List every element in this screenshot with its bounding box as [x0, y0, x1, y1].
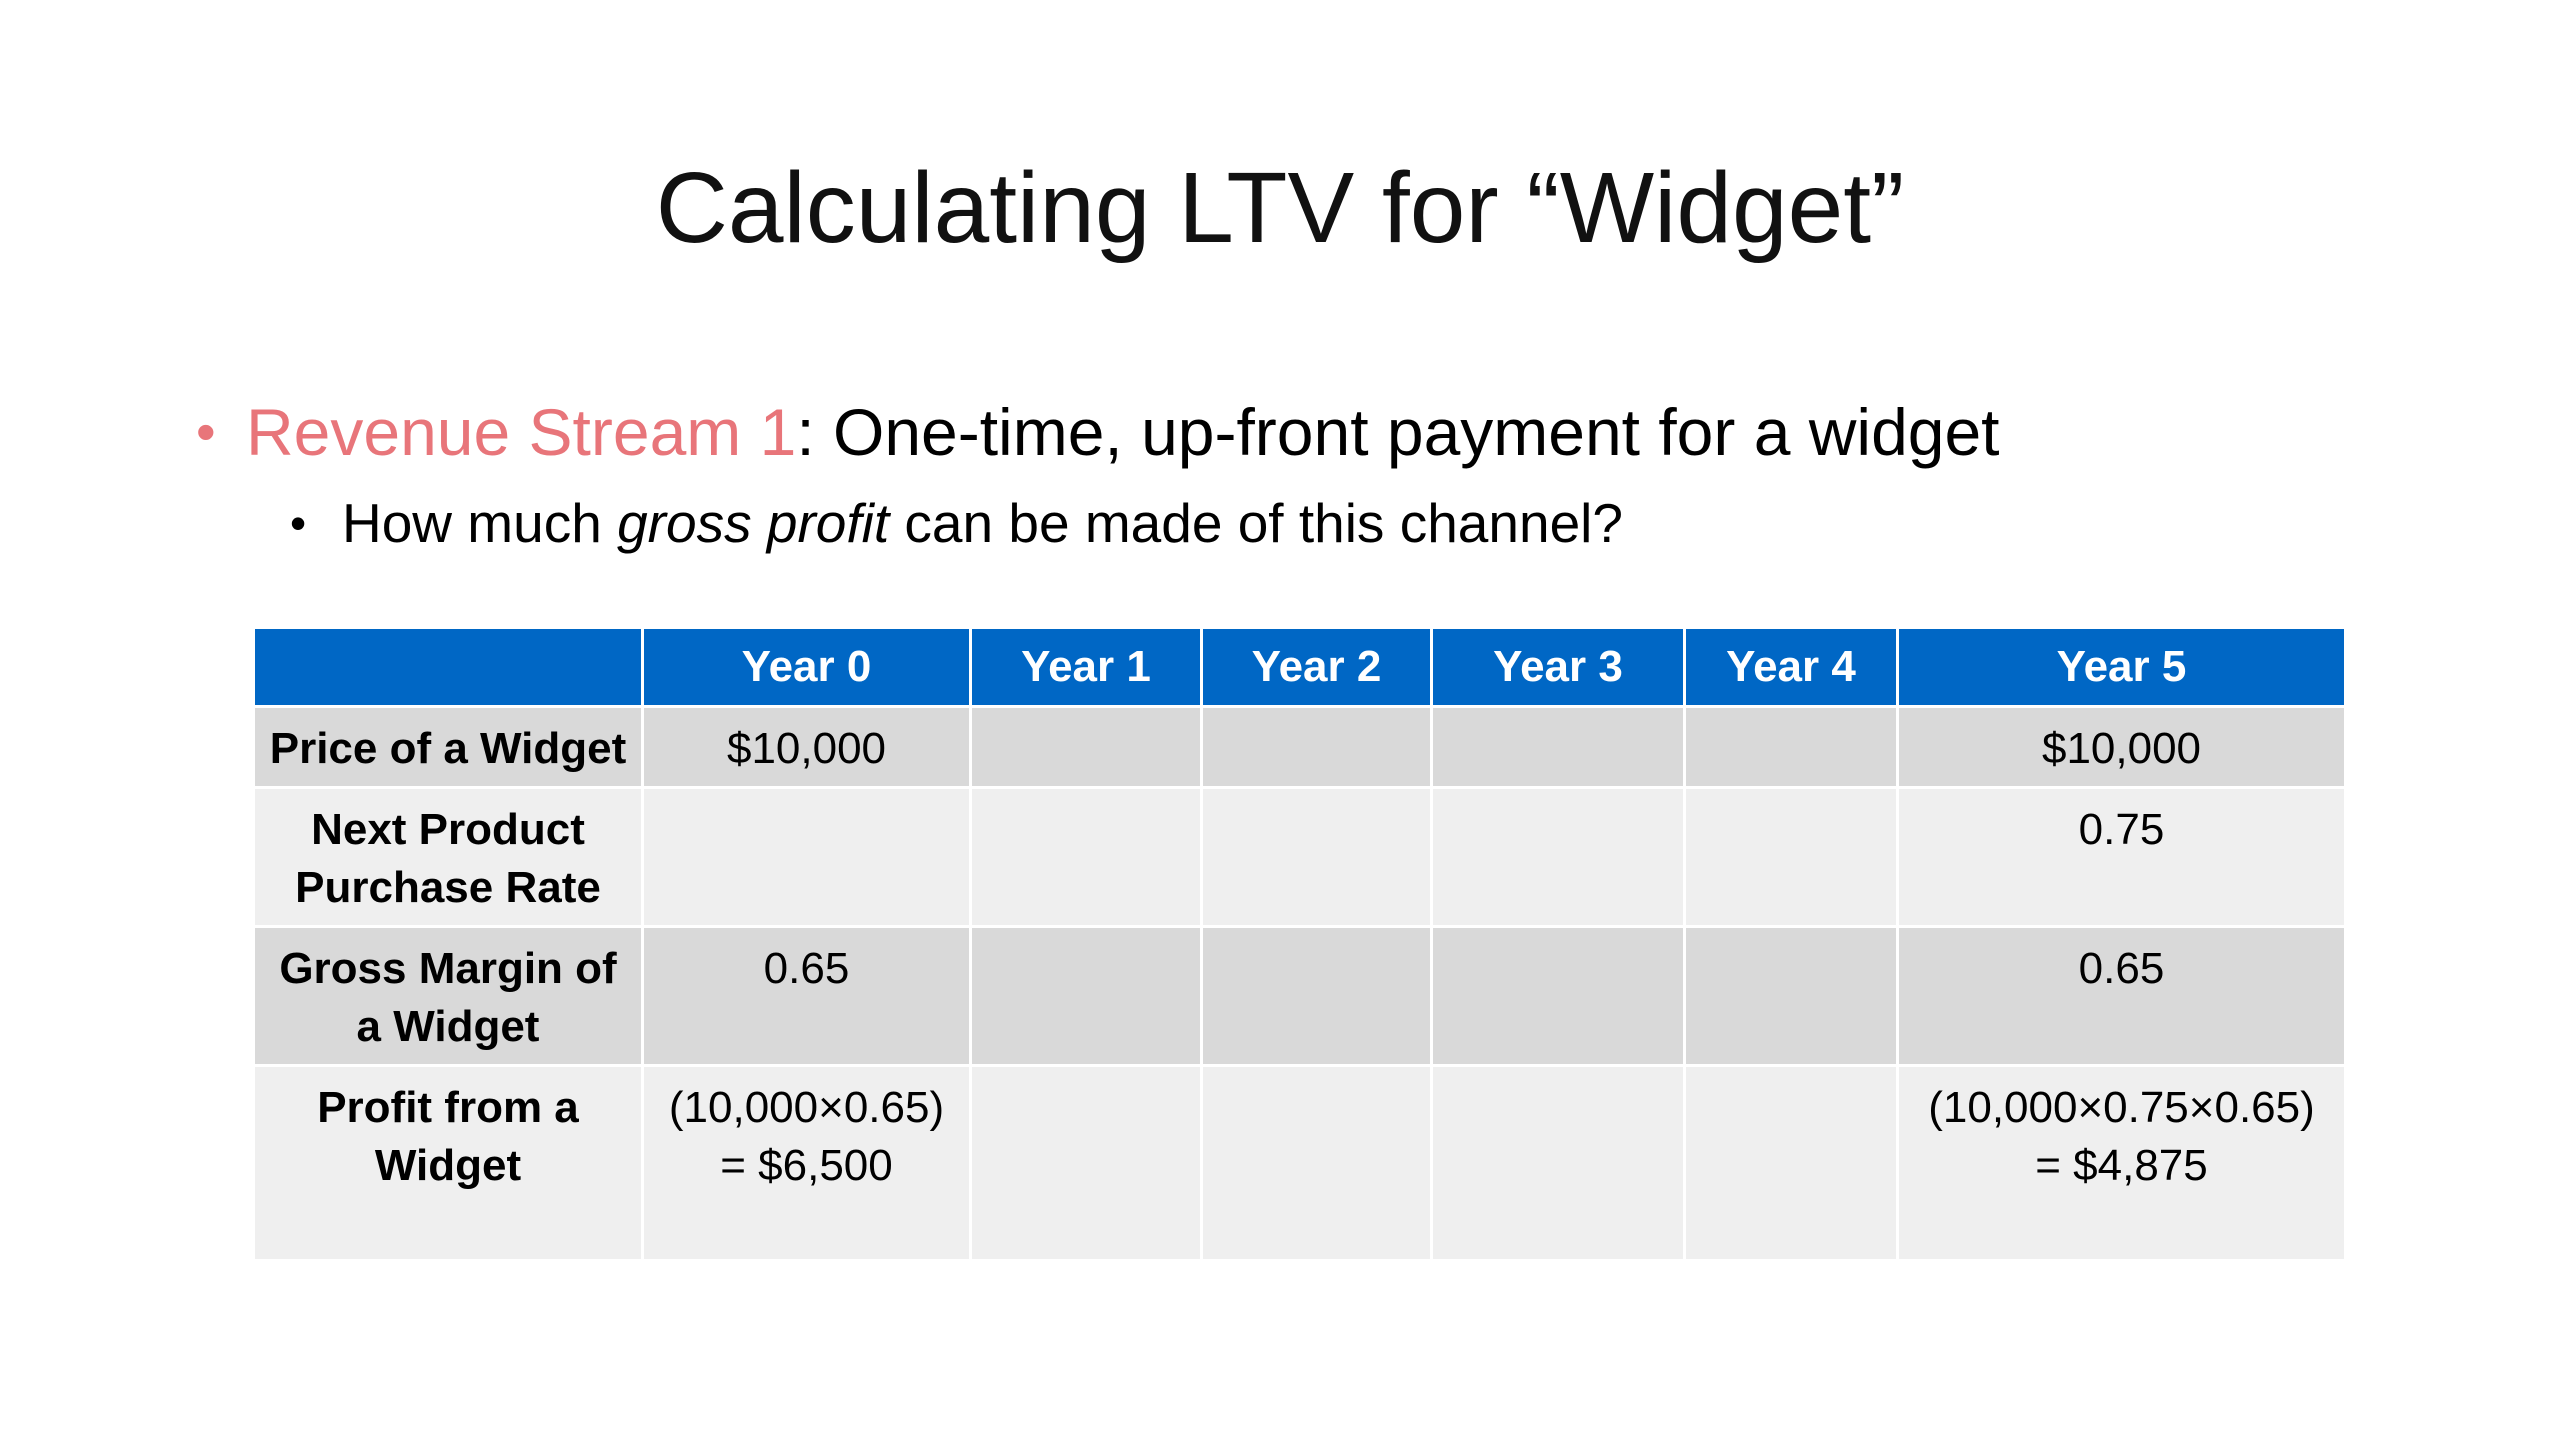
question-emphasis: gross profit [617, 492, 890, 554]
sub-bullet-text: How much gross profit can be made of thi… [342, 492, 1623, 554]
row-label-price: Price of a Widget [252, 705, 644, 789]
revenue-stream-highlight: Revenue Stream 1 [246, 395, 797, 469]
question-part-1: How much [342, 492, 618, 554]
ltv-table: Year 0 Year 1 Year 2 Year 3 Year 4 Year … [252, 626, 2347, 1262]
header-cell-year-5: Year 5 [1896, 626, 2347, 708]
table-cell [1200, 925, 1433, 1067]
table-cell: (10,000×0.75×0.65) = $4,875 [1896, 1064, 2347, 1262]
row-label-line: Next Product [311, 805, 585, 854]
table-cell: 0.65 [641, 925, 972, 1067]
cell-formula: (10,000×0.75×0.65) [1928, 1083, 2315, 1132]
table-cell [1683, 705, 1899, 789]
table-cell [1430, 1064, 1686, 1262]
table-cell [1430, 786, 1686, 928]
cell-result: = $4,875 [2035, 1141, 2208, 1190]
header-cell-year-0: Year 0 [641, 626, 972, 708]
header-cell-year-1: Year 1 [969, 626, 1203, 708]
row-label-line: Price of a Widget [269, 724, 627, 773]
bullet-dot-icon: • [196, 400, 216, 463]
table-cell: $10,000 [641, 705, 972, 789]
table-cell [1200, 705, 1433, 789]
table-cell: (10,000×0.65) = $6,500 [641, 1064, 972, 1262]
cell-value: 0.65 [763, 944, 850, 993]
row-label-profit: Profit from a Widget [252, 1064, 644, 1262]
cell-value: 0.75 [2078, 805, 2165, 854]
table-cell: $10,000 [1896, 705, 2347, 789]
table-cell [1430, 705, 1686, 789]
table-cell [969, 925, 1203, 1067]
row-label-line: a Widget [356, 1002, 540, 1051]
table-cell [969, 1064, 1203, 1262]
header-cell-year-3: Year 3 [1430, 626, 1686, 708]
slide-title: Calculating LTV for “Widget” [655, 152, 1905, 264]
cell-value: 0.65 [2078, 944, 2165, 993]
cell-result: = $6,500 [720, 1141, 893, 1190]
row-label-line: Purchase Rate [295, 863, 601, 912]
table-cell: 0.65 [1896, 925, 2347, 1067]
bullet-text: Revenue Stream 1: One-time, up-front pay… [246, 395, 2000, 469]
table-row: Profit from a Widget (10,000×0.65) = $6,… [252, 1064, 2347, 1262]
row-label-line: Widget [374, 1141, 522, 1190]
table-row: Next Product Purchase Rate 0.75 [252, 786, 2347, 928]
table-cell [1200, 1064, 1433, 1262]
header-cell-year-4: Year 4 [1683, 626, 1899, 708]
table-cell [969, 705, 1203, 789]
table-cell [1200, 786, 1433, 928]
bullet-gross-profit-question: • How much gross profit can be made of t… [290, 490, 1623, 556]
row-label-line: Profit from a [317, 1083, 579, 1132]
bullet-revenue-stream: • Revenue Stream 1: One-time, up-front p… [196, 392, 2000, 472]
table-row: Gross Margin of a Widget 0.65 0.65 [252, 925, 2347, 1067]
table-cell [1683, 1064, 1899, 1262]
row-label-gross-margin: Gross Margin of a Widget [252, 925, 644, 1067]
cell-value: $10,000 [2041, 724, 2202, 773]
sub-bullet-dot-icon: • [290, 497, 307, 549]
table-header-row: Year 0 Year 1 Year 2 Year 3 Year 4 Year … [252, 626, 2347, 708]
table-cell [1683, 786, 1899, 928]
table-cell [1430, 925, 1686, 1067]
question-part-2: can be made of this channel? [889, 492, 1623, 554]
table-cell: 0.75 [1896, 786, 2347, 928]
header-cell-blank [252, 626, 644, 708]
row-label-purchase-rate: Next Product Purchase Rate [252, 786, 644, 928]
table-cell [641, 786, 972, 928]
cell-value: $10,000 [726, 724, 887, 773]
header-cell-year-2: Year 2 [1200, 626, 1433, 708]
table-cell [1683, 925, 1899, 1067]
cell-formula: (10,000×0.65) [668, 1083, 945, 1132]
table-row: Price of a Widget $10,000 $10,000 [252, 705, 2347, 789]
row-label-line: Gross Margin of [279, 944, 617, 993]
revenue-stream-description: : One-time, up-front payment for a widge… [796, 395, 2000, 469]
table-cell [969, 786, 1203, 928]
